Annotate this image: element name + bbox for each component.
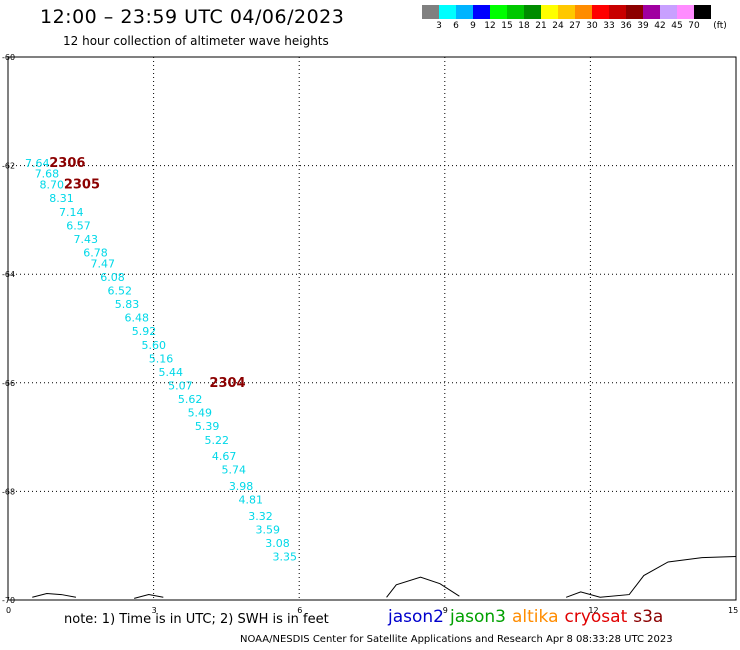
x-tick-label: 3 [152,606,157,615]
swh-value-label: 6.52 [107,284,132,297]
swh-value-label: 6.57 [66,219,91,232]
scale-label: 70 [688,21,700,31]
scale-label: 39 [637,21,649,31]
swh-value-label: 5.83 [115,298,140,311]
pass-id-label: 2304 [209,376,245,391]
coastline [134,594,164,599]
scale-swatch [626,5,643,19]
scale-label: 24 [552,21,564,31]
scale-swatch [660,5,677,19]
swh-value-label: 7.14 [59,206,84,219]
scale-label: 3 [436,21,442,31]
y-tick-label: -64 [2,270,15,279]
swh-value-label: 5.22 [205,434,230,447]
swh-value-label: 8.31 [49,192,74,205]
scale-swatch [473,5,490,19]
mission-altika: altika [512,607,559,627]
swh-value-label: 8.70 [40,179,64,192]
scale-swatch [456,5,473,19]
mission-legend: jason2 jason3 altika cryosat s3a [388,607,669,627]
x-tick-label: 12 [588,606,598,615]
scale-swatch [507,5,524,19]
swh-value-label: 3.59 [256,523,281,536]
scale-swatch [422,5,439,19]
swh-value-label: 6.08 [100,271,125,284]
swh-value-label: 7.68 [35,168,60,181]
scale-label: 36 [620,21,632,31]
scale-swatch [677,5,694,19]
scale-swatch [439,5,456,19]
plot-frame [7,56,737,601]
swh-value-label: 5.16 [149,352,174,365]
scale-unit: (ft) [713,21,727,31]
scale-label: 12 [484,21,496,31]
units-note: note: 1) Time is in UTC; 2) SWH is in fe… [64,612,329,627]
mission-s3a: s3a [633,607,664,627]
swh-value-label: 7.64 [25,157,49,170]
mission-jason2: jason2 [388,607,444,627]
scale-swatch [575,5,592,19]
scale-label: 15 [501,21,513,31]
x-tick-label: 6 [297,606,302,615]
coastline [565,556,737,598]
map-title: 12:00 – 23:59 UTC 04/06/2023 [40,6,345,28]
swh-value-label: 5.44 [158,366,183,379]
scale-label: 45 [671,21,683,31]
swh-value-label: 3.08 [265,537,290,550]
swh-value-label: 6.48 [124,312,149,325]
swh-value-label: 5.39 [195,420,220,433]
swh-value-label: 5.92 [132,325,157,338]
scale-label: 21 [535,21,547,31]
y-tick-label: -60 [2,53,15,62]
swh-value-label: 3.35 [273,551,298,564]
swh-value-label: 7.43 [74,233,99,246]
swh-value-label: 6.78 [83,246,108,259]
scale-label: 9 [470,21,476,31]
scale-swatch [592,5,609,19]
credit-line: NOAA/NESDIS Center for Satellite Applica… [240,634,673,645]
scale-swatch [558,5,575,19]
scale-label: 33 [603,21,615,31]
pass-id-label: 2306 [49,156,85,171]
coastline [32,592,77,598]
pass-id-label: 2305 [64,178,100,193]
swh-value-label: 5.74 [222,464,247,477]
swh-value-label: 3.32 [248,510,272,523]
swh-value-label: 3.98 [229,480,254,493]
x-tick-label: 9 [443,606,448,615]
swh-value-label: 5.60 [141,339,166,352]
x-tick-label: 0 [6,606,11,615]
swh-value-label: 7.47 [91,257,116,270]
scale-swatch [524,5,541,19]
scale-swatch [490,5,507,19]
mission-jason3: jason3 [450,607,506,627]
swh-value-label: 5.62 [178,393,203,406]
x-tick-label: 15 [728,606,738,615]
swh-value-label: 4.67 [212,450,237,463]
y-tick-label: -62 [2,162,15,171]
color-scale-bar [422,5,711,19]
scale-label: 42 [654,21,666,31]
scale-label: 27 [569,21,581,31]
scale-swatch [541,5,558,19]
swh-value-label: 5.49 [188,407,213,420]
scale-label: 30 [586,21,598,31]
swh-value-label: 5.07 [168,380,193,393]
map-subtitle: 12 hour collection of altimeter wave hei… [63,34,329,48]
scale-swatch [609,5,626,19]
y-tick-label: -70 [2,596,15,605]
scale-label: 18 [518,21,530,31]
y-tick-label: -68 [2,487,15,496]
scale-label: 6 [453,21,459,31]
scale-swatch [643,5,660,19]
y-tick-label: -66 [2,379,15,388]
coastline [386,576,460,598]
scale-swatch [694,5,711,19]
mission-cryosat: cryosat [564,607,628,627]
swh-value-label: 4.81 [239,494,263,507]
